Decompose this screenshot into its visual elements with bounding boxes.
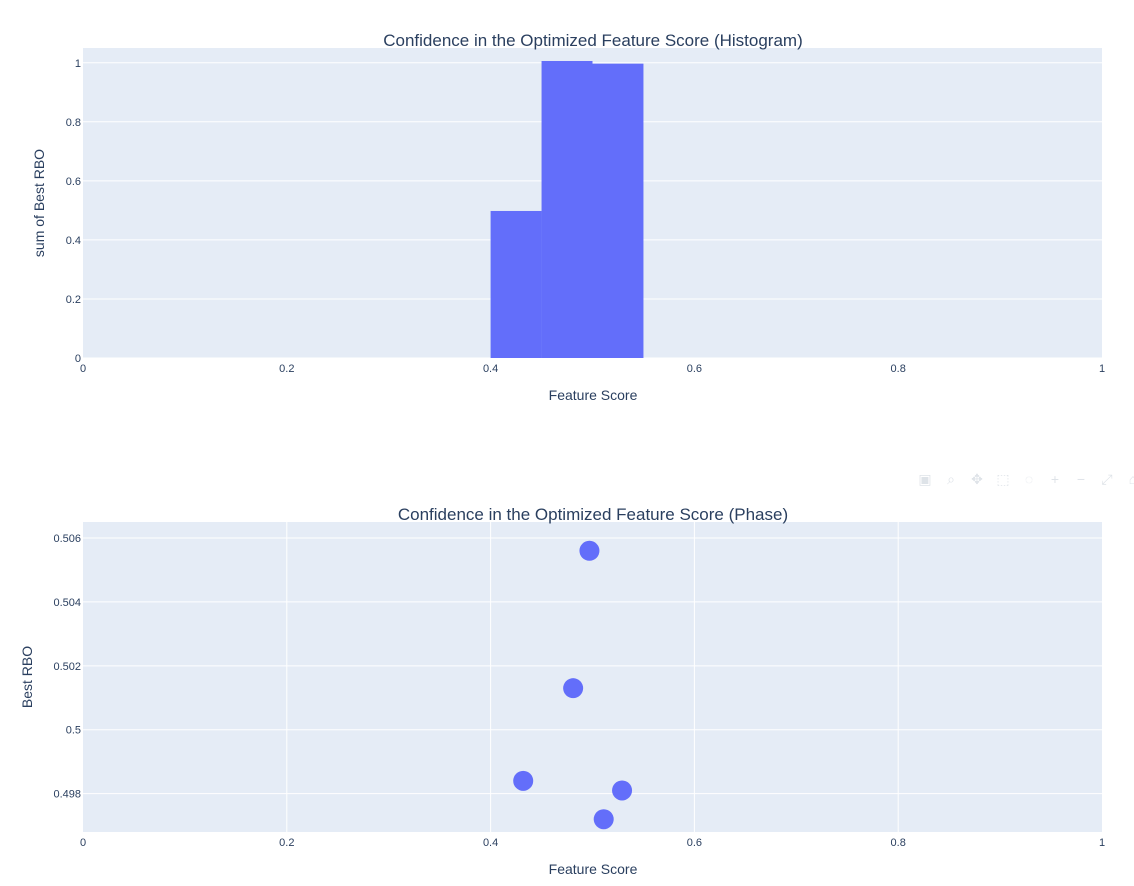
phase-x-tick: 0 — [80, 837, 86, 849]
phase-x-tick: 0.2 — [279, 837, 294, 849]
plot-modebar: ▣ ⌕ ✥ ⬚ ◌ + − ⤢ ⌂ — [916, 470, 1134, 492]
hist-y-tick: 0 — [75, 353, 81, 365]
hist-y-tick: 0.8 — [66, 117, 81, 129]
hist-x-tick: 1 — [1099, 363, 1105, 375]
autoscale-icon[interactable]: ⤢ — [1101, 471, 1113, 487]
phase-y-tick: 0.504 — [53, 597, 81, 609]
scatter-point[interactable] — [563, 678, 584, 699]
histogram-bar[interactable] — [490, 210, 542, 358]
phase-scatter-chart: 0 0.2 0.4 0.6 0.8 1 0.498 0.5 0.502 0.504 0.506 C… — [19, 505, 1105, 877]
phase-x-tick: 0.8 — [891, 837, 906, 849]
lasso-icon[interactable]: ◌ — [1024, 471, 1034, 487]
pan-icon[interactable]: ✥ — [971, 471, 983, 487]
reset-axes-icon[interactable]: ⌂ — [1128, 471, 1134, 487]
zoom-icon[interactable]: ⌕ — [947, 471, 955, 487]
hist-y-tick: 1 — [75, 58, 81, 70]
histogram-chart: 0 0.2 0.4 0.6 0.8 1 0 0.2 0.4 0.6 0.8 1 Confidence… — [31, 31, 1105, 403]
hist-title: Confidence in the Optimized Feature Scor… — [383, 31, 803, 50]
box-select-icon[interactable]: ⬚ — [996, 471, 1010, 487]
scatter-point[interactable] — [579, 540, 600, 561]
phase-x-tick: 1 — [1099, 837, 1105, 849]
phase-y-tick: 0.502 — [53, 661, 81, 673]
phase-y-axis-title: Best RBO — [19, 646, 35, 708]
hist-y-tick-labels: 0 0.2 0.4 0.6 0.8 1 — [66, 58, 81, 365]
phase-plot-area[interactable] — [83, 522, 1102, 832]
zoom-out-icon[interactable]: − — [1076, 471, 1086, 487]
phase-y-tick: 0.5 — [66, 725, 81, 737]
scatter-point[interactable] — [513, 770, 534, 791]
hist-x-tick: 0.8 — [891, 363, 906, 375]
phase-points — [513, 540, 633, 830]
phase-x-tick-labels: 0 0.2 0.4 0.6 0.8 1 — [80, 837, 1105, 849]
phase-title: Confidence in the Optimized Feature Scor… — [398, 505, 788, 524]
hist-x-tick: 0.6 — [687, 363, 702, 375]
hist-x-axis-title: Feature Score — [549, 387, 638, 403]
phase-y-tick: 0.506 — [53, 533, 81, 545]
hist-x-tick-labels: 0 0.2 0.4 0.6 0.8 1 — [80, 363, 1105, 375]
hist-x-tick: 0.2 — [279, 363, 294, 375]
phase-x-axis-title: Feature Score — [549, 861, 638, 877]
scatter-point[interactable] — [593, 809, 614, 830]
phase-x-tick: 0.6 — [687, 837, 702, 849]
phase-gridlines — [83, 522, 1102, 832]
histogram-bar[interactable] — [541, 60, 593, 358]
hist-x-tick: 0 — [80, 363, 86, 375]
phase-x-tick: 0.4 — [483, 837, 498, 849]
hist-y-tick: 0.4 — [66, 235, 81, 247]
hist-y-axis-title: sum of Best RBO — [31, 149, 47, 257]
histogram-bar[interactable] — [592, 63, 644, 359]
zoom-in-icon[interactable]: + — [1050, 471, 1060, 487]
scatter-point[interactable] — [612, 780, 633, 801]
hist-y-tick: 0.2 — [66, 294, 81, 306]
camera-icon[interactable]: ▣ — [918, 471, 932, 487]
hist-bars — [490, 60, 644, 359]
hist-y-tick: 0.6 — [66, 176, 81, 188]
phase-y-tick-labels: 0.498 0.5 0.502 0.504 0.506 — [53, 533, 81, 801]
phase-y-tick: 0.498 — [53, 789, 81, 801]
hist-x-tick: 0.4 — [483, 363, 498, 375]
